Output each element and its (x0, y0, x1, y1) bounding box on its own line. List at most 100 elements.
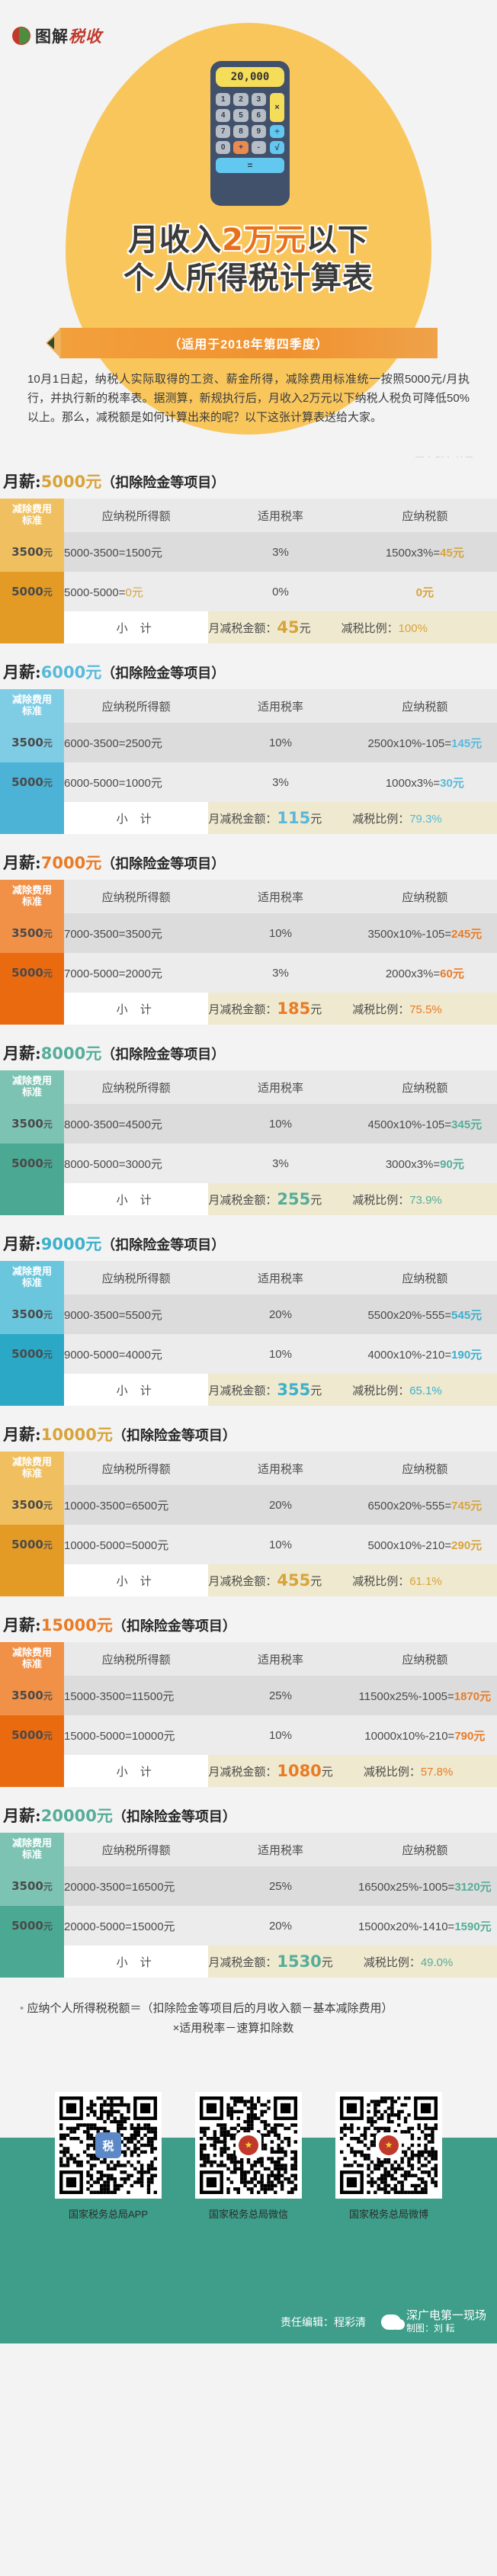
column-header-income: 应纳税所得额 (64, 1070, 209, 1104)
deduction-standard-header: 减除费用 标准 (0, 880, 64, 913)
subtotal-values: 月减税金额：45元 减税比例：100% (208, 611, 497, 643)
qr-code-item[interactable]: 国家税务总局微信 (195, 2092, 302, 2221)
subtotal-row: 小 计月减税金额：355元 减税比例：65.1% (0, 1374, 497, 1406)
tax-table: 减除费用 标准 应纳税所得额 适用税率 应纳税额 3500元 10000-3500=6500… (0, 1452, 497, 1596)
side-spacer (0, 1183, 64, 1215)
table-header-row: 减除费用 标准 应纳税所得额 适用税率 应纳税额 (0, 499, 497, 532)
column-header-income: 应纳税所得额 (64, 689, 209, 723)
table-row: 5000元 6000-5000=1000元 3% 1000x3%=30元 (0, 762, 497, 802)
editor-credit: 责任编辑：程彩清 (280, 2316, 366, 2328)
calc-key: 6 (251, 109, 266, 122)
section-title: 月薪:10000元（扣除险金等项目） (0, 1410, 497, 1452)
table-row: 3500元 20000-3500=16500元 25% 16500x25%-1005=… (0, 1866, 497, 1906)
table-row: 3500元 8000-3500=4500元 10% 4500x10%-105=345元 (0, 1104, 497, 1144)
cell-tax-amount: 4500x10%-105=345元 (352, 1104, 497, 1144)
column-header-tax: 应纳税额 (352, 1833, 497, 1866)
calc-key-minus: - (251, 141, 266, 154)
sqrt-icon: √ (270, 141, 284, 154)
cell-tax-rate: 3% (208, 1144, 353, 1183)
section-salary-amount: 15000元 (40, 1616, 113, 1634)
brand-logo: 图解税收 (12, 24, 102, 47)
cell-taxable-income: 5000-5000=0元 (64, 572, 209, 611)
salary-section: 月薪:6000元（扣除险金等项目） 减除费用 标准 应纳税所得额 适用税率 应纳税额 350… (0, 648, 497, 839)
wechat-icon (380, 2315, 405, 2330)
deduction-standard-value: 5000元 (0, 1906, 64, 1946)
table-header-row: 减除费用 标准 应纳税所得额 适用税率 应纳税额 (0, 1070, 497, 1104)
cell-tax-amount: 10000x10%-210=790元 (352, 1715, 497, 1755)
calculator-display: 20,000 (216, 67, 284, 87)
subtotal-row: 小 计月减税金额：45元 减税比例：100% (0, 611, 497, 643)
hero-section: 图解税收 20,000 1 2 3 4 5 6 7 8 9 0 + - (0, 0, 497, 457)
side-spacer (0, 993, 64, 1025)
pie-chart-icon (12, 27, 30, 45)
subtotal-values: 月减税金额：355元 减税比例：65.1% (208, 1374, 497, 1406)
calc-key: 5 (233, 109, 248, 122)
subtotal-row: 小 计月减税金额：1080元 减税比例：57.8% (0, 1755, 497, 1787)
section-title-suffix: （扣除险金等项目） (112, 1428, 236, 1444)
tax-table: 减除费用 标准 应纳税所得额 适用税率 应纳税额 3500元 5000-3500=1500元… (0, 499, 497, 643)
table-header-row: 减除费用 标准 应纳税所得额 适用税率 应纳税额 (0, 1833, 497, 1866)
section-salary-amount: 20000元 (40, 1807, 113, 1825)
cell-tax-rate: 10% (208, 1525, 353, 1564)
salary-section: 月薪:9000元（扣除险金等项目） 减除费用 标准 应纳税所得额 适用税率 应纳税额 350… (0, 1220, 497, 1410)
cell-tax-amount: 3000x3%=90元 (352, 1144, 497, 1183)
table-row: 3500元 5000-3500=1500元 3% 1500x3%=45元 (0, 532, 497, 572)
column-header-rate: 适用税率 (208, 880, 353, 913)
subtotal-values: 月减税金额：455元 减税比例：61.1% (208, 1564, 497, 1596)
cell-taxable-income: 7000-3500=3500元 (64, 913, 209, 953)
formula-line-2: ×适用税率－速算扣除数 (172, 2022, 294, 2035)
qr-code-item[interactable]: 国家税务总局微博 (335, 2092, 442, 2221)
deduction-standard-value: 5000元 (0, 1144, 64, 1183)
cell-tax-rate: 3% (208, 953, 353, 993)
section-title-suffix: （扣除险金等项目） (101, 1237, 226, 1253)
cell-taxable-income: 10000-3500=6500元 (64, 1485, 209, 1525)
subtotal-label: 小 计 (64, 802, 209, 834)
section-title-prefix: 月薪: (3, 853, 41, 872)
section-title: 月薪:8000元（扣除险金等项目） (0, 1029, 497, 1070)
salary-section: 月薪:20000元（扣除险金等项目） 减除费用 标准 应纳税所得额 适用税率 应纳税额 35… (0, 1792, 497, 1982)
deduction-standard-value: 3500元 (0, 1866, 64, 1906)
table-header-row: 减除费用 标准 应纳税所得额 适用税率 应纳税额 (0, 1452, 497, 1485)
pencil-nib-shape (47, 337, 54, 349)
column-header-rate: 适用税率 (208, 1833, 353, 1866)
table-row: 5000元 8000-5000=3000元 3% 3000x3%=90元 (0, 1144, 497, 1183)
cell-tax-amount: 0元 (352, 572, 497, 611)
side-spacer (0, 611, 64, 643)
intro-paragraph: 10月1日起，纳税人实际取得的工资、薪金所得，减除费用标准统一按照5000元/月… (27, 373, 470, 424)
section-title-suffix: （扣除险金等项目） (101, 475, 226, 491)
tax-table: 减除费用 标准 应纳税所得额 适用税率 应纳税额 3500元 6000-3500=2500元… (0, 689, 497, 834)
deduction-standard-value: 3500元 (0, 1676, 64, 1715)
salary-section: 月薪:7000元（扣除险金等项目） 减除费用 标准 应纳税所得额 适用税率 应纳税额 350… (0, 839, 497, 1029)
tax-table: 减除费用 标准 应纳税所得额 适用税率 应纳税额 3500元 9000-3500=5500元… (0, 1261, 497, 1406)
section-title-prefix: 月薪: (3, 472, 41, 491)
column-header-rate: 适用税率 (208, 1452, 353, 1485)
divide-icon: ÷ (270, 125, 284, 138)
deduction-standard-header: 减除费用 标准 (0, 689, 64, 723)
cell-taxable-income: 20000-5000=15000元 (64, 1906, 209, 1946)
cell-taxable-income: 6000-5000=1000元 (64, 762, 209, 802)
table-header-row: 减除费用 标准 应纳税所得额 适用税率 应纳税额 (0, 880, 497, 913)
qr-code-label: 国家税务总局微信 (208, 2209, 288, 2220)
subtotal-values: 月减税金额：185元 减税比例：75.5% (208, 993, 497, 1025)
cell-taxable-income: 8000-5000=3000元 (64, 1144, 209, 1183)
cell-tax-rate: 3% (208, 532, 353, 572)
section-title-suffix: （扣除险金等项目） (112, 1809, 236, 1825)
table-row: 3500元 7000-3500=3500元 10% 3500x10%-105=245元 (0, 913, 497, 953)
salary-section: 月薪:5000元（扣除险金等项目） 减除费用 标准 应纳税所得额 适用税率 应纳税额 350… (0, 457, 497, 648)
column-header-tax: 应纳税额 (352, 689, 497, 723)
calc-key: 0 (216, 141, 231, 154)
table-row: 5000元 7000-5000=2000元 3% 2000x3%=60元 (0, 953, 497, 993)
deduction-standard-value: 3500元 (0, 723, 64, 762)
calc-key: 3 (251, 93, 266, 106)
deduction-standard-value: 5000元 (0, 1715, 64, 1755)
subtotal-row: 小 计月减税金额：115元 减税比例：79.3% (0, 802, 497, 834)
cell-tax-amount: 4000x10%-210=190元 (352, 1334, 497, 1374)
side-spacer (0, 1564, 64, 1596)
salary-sections: 月薪:5000元（扣除险金等项目） 减除费用 标准 应纳税所得额 适用税率 应纳税额 350… (0, 457, 497, 1982)
section-title-prefix: 月薪: (3, 1806, 41, 1825)
tax-table: 减除费用 标准 应纳税所得额 适用税率 应纳税额 3500元 8000-3500=4500元… (0, 1070, 497, 1215)
tax-app-icon: 税 (95, 2132, 121, 2158)
deduction-standard-value: 5000元 (0, 1334, 64, 1374)
deduction-standard-header: 减除费用 标准 (0, 1070, 64, 1104)
qr-code-item[interactable]: 税国家税务总局APP (55, 2092, 162, 2221)
